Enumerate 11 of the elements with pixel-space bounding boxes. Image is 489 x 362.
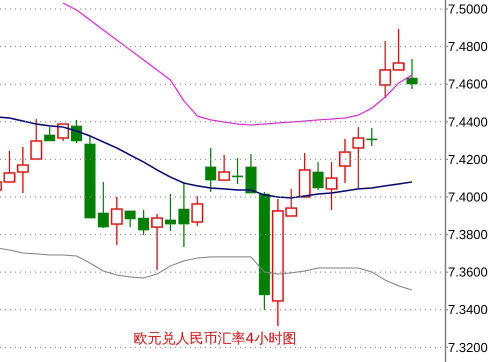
y-tick-label: 7.4600 (448, 76, 488, 92)
text: 欧元兑人民币汇率4小时图 (134, 331, 296, 347)
y-tick-label: 7.3200 (448, 340, 488, 355)
y-tick-label: 7.3800 (448, 227, 488, 242)
y-tick-label: 7.3400 (448, 302, 488, 318)
y-tick-label: 7.4400 (448, 114, 488, 130)
y-tick-label: 7.4200 (448, 152, 488, 167)
y-tick-label: 7.4000 (448, 189, 488, 204)
y-tick-label: 7.5000 (448, 2, 488, 17)
y-tick-label: 7.3600 (448, 264, 488, 280)
y-tick-label: 7.4800 (448, 39, 488, 54)
